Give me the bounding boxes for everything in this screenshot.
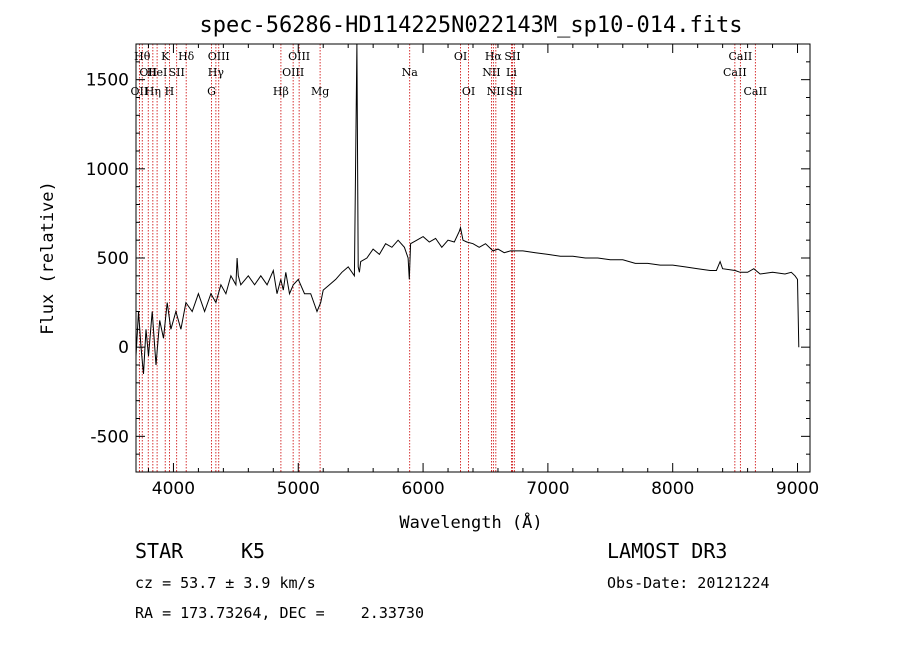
spectral-line-labels-layer: OIIHθOIIHηHeIKHSIIHδGHγOIIIHβOIIIOIIIMgN… (131, 50, 768, 98)
spectral-line-label: Li (506, 66, 517, 79)
y-tick-label: 500 (97, 249, 129, 269)
spectral-line-label: CaII (743, 85, 767, 98)
spectral-line-label: OII (139, 66, 157, 79)
ticks-layer (136, 44, 810, 472)
spectral-line-label: OIII (208, 50, 230, 63)
spectral-line-label: Hγ (208, 66, 225, 79)
spectral-line-label: SII (506, 85, 522, 98)
spectral-line-label: G (207, 85, 216, 98)
survey-name: LAMOST DR3 (607, 539, 728, 563)
chart-title: spec-56286-HD114225N022143M_sp10-014.fit… (199, 13, 742, 38)
spectral-line-label: Hη (145, 85, 161, 98)
object-class: STAR (135, 539, 184, 563)
spectral-line-label: K (161, 50, 170, 63)
redshift-velocity: cz = 53.7 ± 3.9 km/s (135, 574, 316, 592)
ra-dec-coordinates: RA = 173.73264, DEC = 2.33730 (135, 604, 424, 622)
spectral-lines-layer (138, 44, 756, 472)
y-tick-label: -500 (90, 427, 129, 447)
spectral-line-label: NII (482, 66, 500, 79)
y-tick-label: 1500 (86, 71, 129, 91)
y-tick-label: 0 (118, 338, 129, 358)
spectral-line-label: Hβ (273, 85, 289, 98)
x-tick-label: 6000 (401, 479, 444, 499)
spectral-line-label: CaII (723, 66, 747, 79)
spectral-line-label: OI (454, 50, 467, 63)
observation-date: Obs-Date: 20121224 (607, 574, 770, 592)
x-axis-label: Wavelength (Å) (399, 511, 542, 533)
x-tick-label: 7000 (526, 479, 569, 499)
tick-labels-layer: 4000 5000 6000 7000 8000 9000 -500 0 500 1000 1500 (86, 71, 819, 499)
spectral-line-label: Mg (311, 85, 329, 98)
spectral-line-label: CaII (729, 50, 753, 63)
spectral-line-label: OIII (288, 50, 310, 63)
object-subclass: K5 (241, 539, 266, 563)
spectral-line-label: SII (504, 50, 520, 63)
spectral-line-label: Hθ (134, 50, 151, 63)
spectral-line-label: H (165, 85, 175, 98)
x-tick-label: 8000 (651, 479, 694, 499)
x-tick-label: 9000 (776, 479, 819, 499)
spectral-line-label: Na (402, 66, 419, 79)
spectral-line-label: SII (169, 66, 185, 79)
spectral-line-label: Hδ (178, 50, 195, 63)
x-tick-label: 5000 (277, 479, 320, 499)
spectral-line-label: OI (462, 85, 475, 98)
spectrum-line (135, 43, 800, 374)
spectral-line-label: OIII (282, 66, 304, 79)
spectral-line-label: HeI (147, 66, 167, 79)
y-axis-label: Flux (relative) (38, 181, 58, 335)
x-tick-label: 4000 (152, 479, 195, 499)
spectral-line-label: OII (131, 85, 149, 98)
spectral-line-label: NII (487, 85, 505, 98)
y-tick-label: 1000 (86, 160, 129, 180)
spectral-line-label: Hα (485, 50, 503, 63)
